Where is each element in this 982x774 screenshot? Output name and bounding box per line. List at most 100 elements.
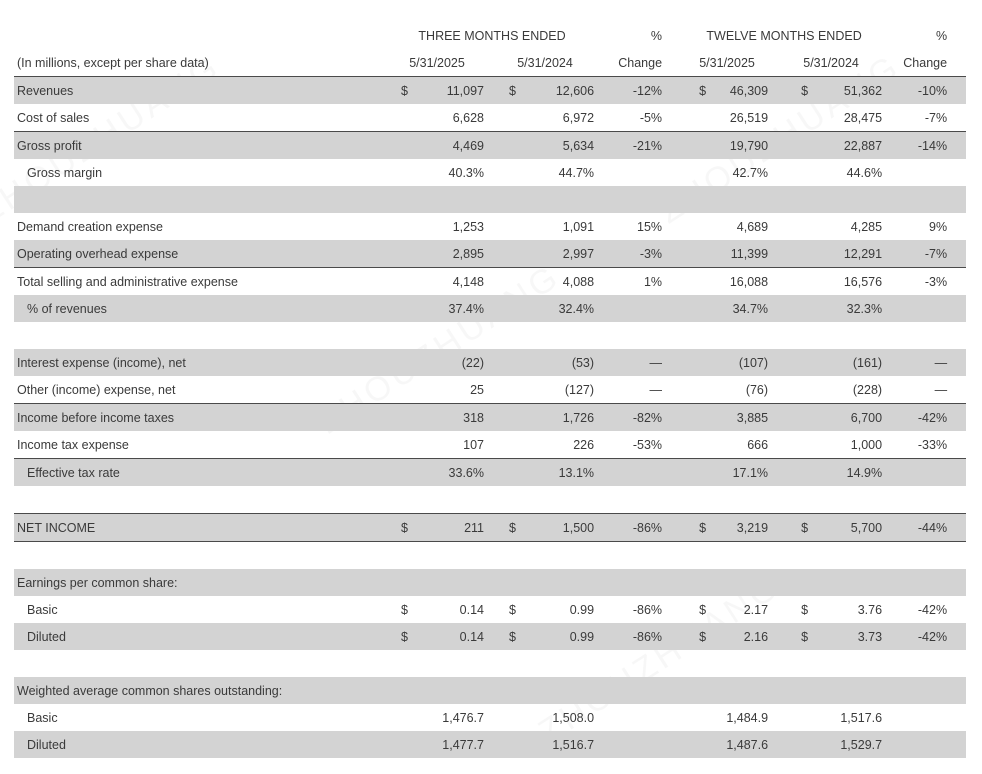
amount-value: 6,700 <box>812 403 889 431</box>
row-label: Income tax expense <box>14 431 384 459</box>
currency-symbol <box>774 268 812 296</box>
currency-symbol: $ <box>384 76 412 104</box>
pct-change-value: -33% <box>888 431 967 459</box>
currency-symbol: $ <box>680 513 711 542</box>
amount-value: 3,219 <box>710 513 775 542</box>
amount-value: (161) <box>812 349 889 376</box>
table-row: Basic 1,476.7 1,508.0 1,484.9 1,517.6 <box>14 704 966 731</box>
row-label: Diluted <box>14 731 384 758</box>
amount-value: 4,148 <box>452 274 484 289</box>
table-row: Effective tax rate 33.6% 13.1% 17.1% 14.… <box>14 458 967 486</box>
table-row: Gross margin 40.3% 44.7% 42.7% 44.6% <box>14 159 966 186</box>
amount-value: 211 <box>412 513 490 542</box>
amount-value: (22) <box>412 349 490 376</box>
pct-change-value: — <box>888 349 967 376</box>
amount-value: 17.1% <box>710 458 775 486</box>
currency-symbol <box>680 349 711 376</box>
amount-value: 107 <box>412 431 490 459</box>
currency-symbol <box>680 131 711 159</box>
pct-change-value <box>888 704 966 731</box>
row-label: Basic <box>27 710 58 725</box>
currency-symbol <box>680 295 711 322</box>
amount-value: 5,634 <box>520 131 601 159</box>
amount-value: (53) <box>520 349 601 376</box>
pct-change-value: -7% <box>888 104 967 132</box>
amount-value: 666 <box>710 431 775 459</box>
currency-symbol <box>774 731 813 758</box>
income-statement-table: THREE MONTHS ENDED % TWELVE MONTHS ENDED… <box>14 22 967 758</box>
date-header: 5/31/2025 <box>384 49 490 77</box>
row-label <box>14 186 967 213</box>
currency-symbol <box>384 431 412 459</box>
table-row: Diluted 1,477.7 1,516.7 1,487.6 1,529.7 <box>14 731 967 758</box>
row-label: Interest expense (income), net <box>14 349 384 376</box>
change-header: Change <box>888 49 967 77</box>
table-header: THREE MONTHS ENDED % TWELVE MONTHS ENDED… <box>14 22 967 77</box>
amount-value: (127) <box>520 376 601 404</box>
table-row: Diluted $0.14 $0.99 -86% $2.16 $3.73 -42% <box>14 623 967 650</box>
amount-value: 318 <box>412 403 490 431</box>
currency-symbol: $ <box>680 76 711 104</box>
amount-value: 1,517.6 <box>840 710 883 725</box>
date-header: 5/31/2024 <box>774 49 889 77</box>
currency-symbol: $ <box>680 623 711 650</box>
currency-symbol <box>774 458 813 486</box>
table-row: Total selling and administrative expense… <box>14 268 966 296</box>
amount-value: 3.73 <box>812 623 889 650</box>
currency-symbol <box>680 731 711 758</box>
row-label <box>14 542 966 570</box>
row-label: % of revenues <box>14 295 384 322</box>
currency-symbol <box>774 704 812 731</box>
currency-symbol: $ <box>490 623 520 650</box>
currency-symbol <box>490 240 520 268</box>
spacer-row <box>14 486 966 514</box>
pct-change-value: -3% <box>600 240 681 268</box>
row-label: Demand creation expense <box>17 219 163 234</box>
pct-change-value: -5% <box>600 104 681 132</box>
pct-change-value: -14% <box>888 131 967 159</box>
currency-symbol <box>490 731 520 758</box>
currency-symbol <box>490 376 520 404</box>
amount-value: 1,091 <box>562 219 595 234</box>
amount-value: 42.7% <box>732 165 769 180</box>
amount-value: 16,576 <box>843 274 883 289</box>
currency-symbol <box>490 213 520 240</box>
row-label: Gross profit <box>14 131 384 159</box>
currency-symbol <box>490 131 520 159</box>
currency-symbol <box>384 131 412 159</box>
amount-value: 1,253 <box>452 219 484 234</box>
change-header: Change <box>600 49 681 77</box>
amount-value: 11,097 <box>412 76 490 104</box>
table-row: Income before income taxes 318 1,726 -82%… <box>14 403 967 431</box>
amount-value: (228) <box>812 376 889 404</box>
pct-change-value: — <box>888 376 967 404</box>
currency-symbol: $ <box>490 513 520 542</box>
pct-change-value: -42% <box>917 602 948 617</box>
pct-change-value <box>600 704 680 731</box>
currency-symbol <box>774 131 813 159</box>
amount-value: 40.3% <box>448 165 484 180</box>
table-row: Interest expense (income), net (22) (53)… <box>14 349 967 376</box>
pct-change-value: -3% <box>924 274 948 289</box>
table-row: Gross profit 4,469 5,634 -21% 19,790 22,8… <box>14 131 967 159</box>
amount-value: 3.76 <box>857 602 883 617</box>
pct-change-value: -86% <box>632 602 663 617</box>
pct-change-value: 9% <box>929 219 948 234</box>
currency-symbol <box>680 213 710 240</box>
amount-value: 44.7% <box>558 165 595 180</box>
row-label: NET INCOME <box>14 513 384 542</box>
amount-value: 34.7% <box>710 295 775 322</box>
currency-symbol: $ <box>774 76 813 104</box>
row-label: Weighted average common shares outstandi… <box>14 677 967 704</box>
amount-value: 44.6% <box>846 165 883 180</box>
currency-symbol <box>680 159 710 186</box>
amount-value: 0.99 <box>569 602 595 617</box>
row-label: Basic <box>27 602 58 617</box>
currency-symbol <box>774 403 813 431</box>
amount-value: 19,790 <box>710 131 775 159</box>
pct-change-value: -53% <box>600 431 681 459</box>
table-row: NET INCOME $211 $1,500 -86% $3,219 $5,700 -44% <box>14 513 967 542</box>
amount-value: 33.6% <box>412 458 490 486</box>
table-row: Operating overhead expense 2,895 2,997 -3… <box>14 240 967 268</box>
currency-symbol <box>384 104 412 132</box>
